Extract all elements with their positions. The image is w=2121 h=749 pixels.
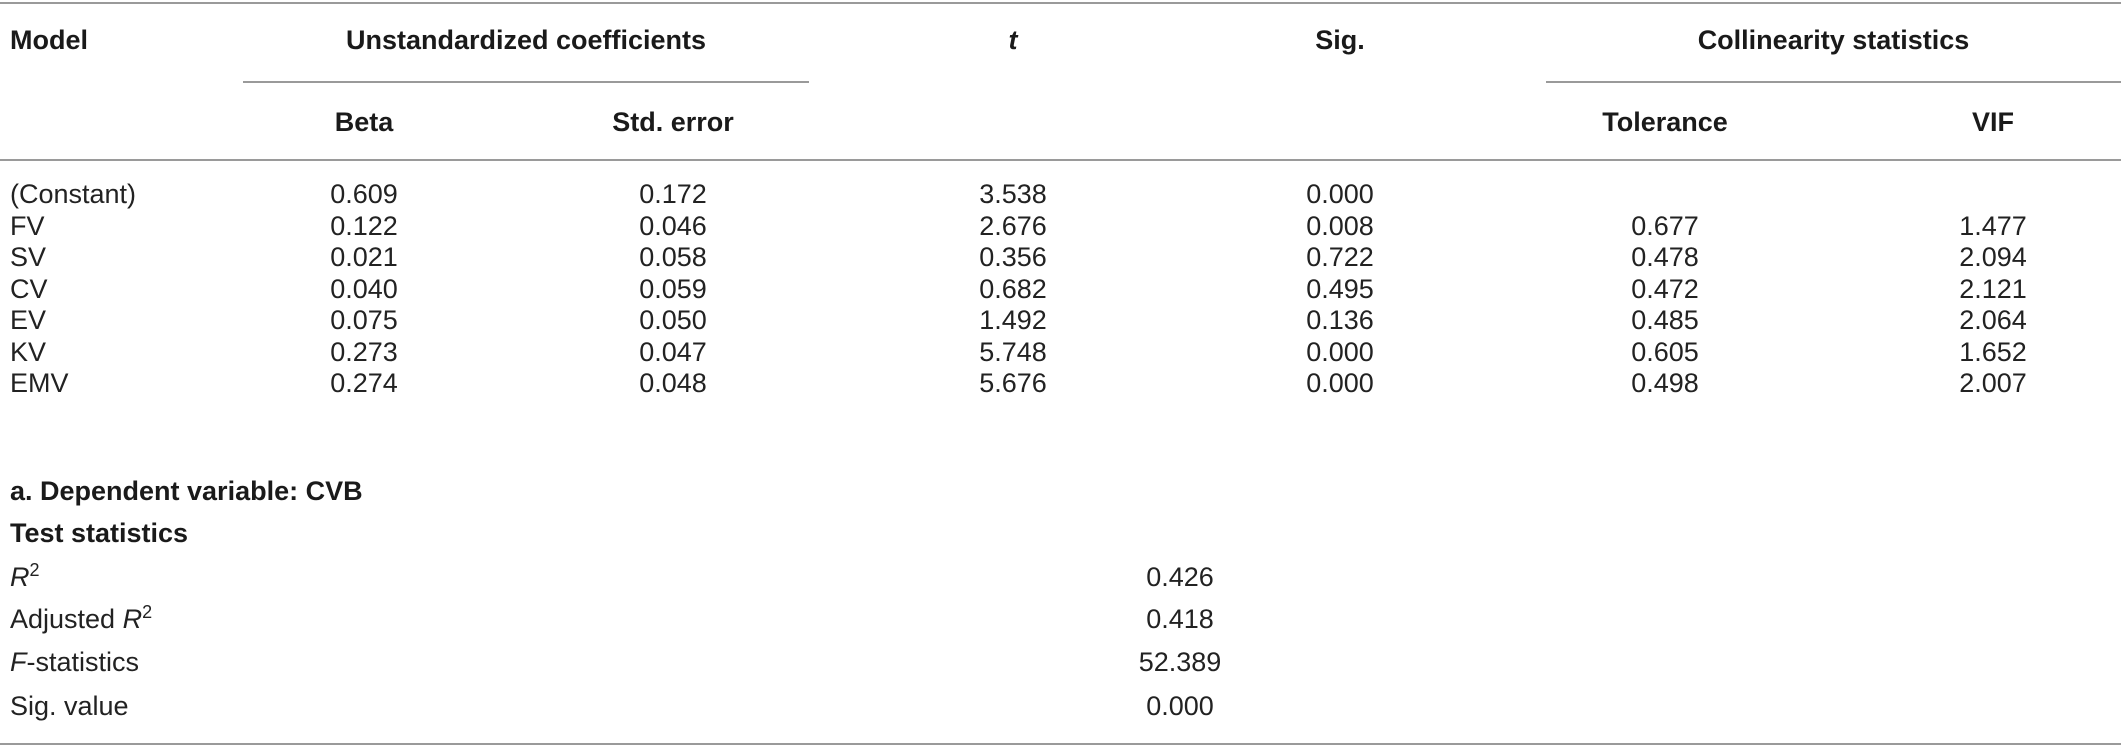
cell-beta: 0.021: [330, 242, 398, 272]
cell-std-error: 0.047: [639, 336, 707, 367]
cell-t: 5.748: [979, 336, 1047, 367]
f-statistics-value: 52.389: [1138, 647, 1222, 677]
adjusted-r-squared-label: Adjusted R2: [10, 602, 153, 634]
cell-vif: 1.652: [1959, 336, 2027, 367]
cell-sig: 0.000: [1306, 179, 1374, 209]
cell-beta: 0.609: [330, 179, 398, 209]
cell-std-error: 0.046: [639, 210, 707, 241]
header-bottom-rule: [0, 159, 2121, 161]
cell-std-error: 0.059: [639, 273, 707, 304]
cell-std-error: 0.058: [639, 242, 707, 272]
cell-t: 0.356: [979, 242, 1047, 272]
r-squared-label: R2: [10, 560, 40, 592]
header-vif: VIF: [1971, 107, 2014, 137]
cell-beta: 0.274: [330, 368, 398, 398]
header-model: Model: [10, 25, 88, 55]
header-beta: Beta: [334, 107, 394, 137]
unstd-header-rule: [243, 81, 809, 83]
sig-value-value: 0.000: [1146, 691, 1214, 721]
cell-vif: 1.477: [1959, 210, 2027, 241]
header-std-error: Std. error: [612, 107, 734, 137]
cell-vif: 2.121: [1959, 273, 2027, 304]
cell-sig: 0.008: [1306, 210, 1374, 241]
header-collinearity-statistics: Collinearity statistics: [1697, 25, 1970, 55]
cell-t: 3.538: [979, 179, 1047, 209]
header-tolerance: Tolerance: [1602, 107, 1728, 137]
cell-beta: 0.040: [330, 273, 398, 304]
header-sig: Sig.: [1315, 25, 1365, 55]
footnote: a. Dependent variable: CVB: [10, 476, 363, 506]
cell-vif: 2.094: [1959, 242, 2027, 272]
adjusted-r-squared-value: 0.418: [1146, 604, 1214, 634]
cell-tolerance: 0.605: [1631, 336, 1699, 367]
collinearity-header-rule: [1546, 81, 2121, 83]
cell-tolerance: 0.498: [1631, 368, 1699, 398]
cell-vif: 2.064: [1959, 305, 2027, 335]
cell-std-error: 0.050: [639, 305, 707, 335]
sig-value-label: Sig. value: [10, 691, 129, 721]
cell-t: 5.676: [979, 368, 1047, 398]
top-rule: [0, 2, 2121, 4]
cell-t: 2.676: [979, 210, 1047, 241]
cell-sig: 0.000: [1306, 336, 1374, 367]
cell-model: FV: [10, 210, 45, 241]
cell-sig: 0.722: [1306, 242, 1374, 272]
cell-sig: 0.495: [1306, 273, 1374, 304]
cell-model: KV: [10, 336, 47, 367]
cell-tolerance: 0.677: [1631, 210, 1699, 241]
cell-model: CV: [10, 273, 48, 304]
cell-tolerance: 0.472: [1631, 273, 1699, 304]
cell-beta: 0.273: [330, 336, 398, 367]
cell-model: (Constant): [10, 179, 137, 209]
header-t: t: [1008, 25, 1018, 55]
f-statistics-label: F-statistics: [10, 647, 140, 677]
test-statistics-title: Test statistics: [10, 518, 189, 548]
cell-model: SV: [10, 242, 47, 272]
cell-t: 1.492: [979, 305, 1047, 335]
cell-t: 0.682: [979, 273, 1047, 304]
cell-beta: 0.075: [330, 305, 398, 335]
cell-std-error: 0.048: [639, 368, 707, 398]
cell-beta: 0.122: [330, 210, 398, 241]
cell-tolerance: 0.485: [1631, 305, 1699, 335]
header-unstandardized-coefficients: Unstandardized coefficients: [345, 25, 707, 55]
cell-std-error: 0.172: [639, 179, 707, 209]
cell-vif: 2.007: [1959, 368, 2027, 398]
cell-sig: 0.136: [1306, 305, 1374, 335]
cell-tolerance: 0.478: [1631, 242, 1699, 272]
cell-sig: 0.000: [1306, 368, 1374, 398]
r-squared-value: 0.426: [1146, 562, 1214, 592]
cell-model: EV: [10, 305, 47, 335]
bottom-rule: [0, 743, 2121, 745]
cell-model: EMV: [10, 368, 69, 398]
